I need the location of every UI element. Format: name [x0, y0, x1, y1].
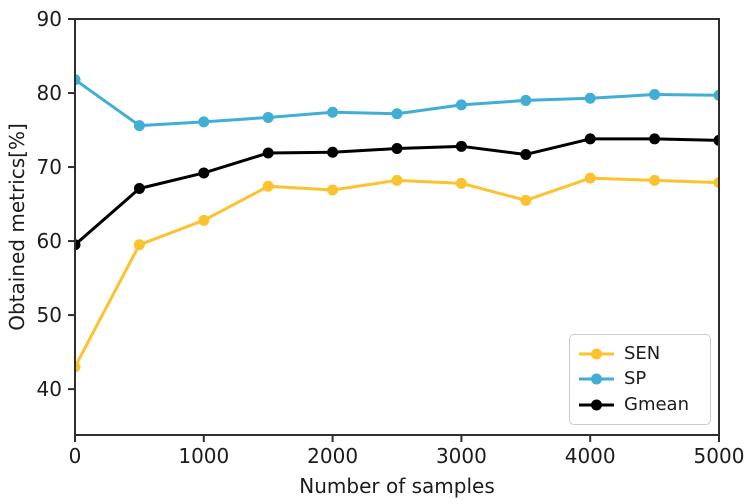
data-point-gmean — [649, 133, 661, 145]
y-tick-label: 80 — [37, 81, 62, 105]
data-point-sen — [75, 361, 81, 373]
data-point-sp — [327, 106, 339, 118]
data-point-sp — [198, 116, 210, 128]
x-axis-title: Number of samples — [299, 474, 495, 498]
data-point-sen — [584, 172, 596, 184]
data-point-gmean — [455, 140, 467, 152]
sp-line-marker-icon — [579, 373, 614, 385]
x-tick-label: 2000 — [307, 444, 358, 468]
gmean-line-marker-icon — [579, 399, 614, 411]
data-point-gmean — [198, 167, 210, 179]
data-point-sen — [649, 174, 661, 186]
data-point-gmean — [520, 148, 532, 160]
data-point-sen — [198, 214, 210, 226]
x-tick-label: 5000 — [694, 444, 745, 468]
series-line-gmean — [75, 137, 719, 246]
data-point-sp — [262, 111, 274, 123]
axes-frame — [74, 18, 720, 436]
data-point-sp — [584, 92, 596, 104]
sen-line-marker-icon — [579, 348, 614, 360]
data-point-sp — [713, 89, 719, 101]
legend-item-gmean: Gmean — [578, 393, 702, 418]
data-point-sp — [520, 94, 532, 106]
y-tick-label: 40 — [37, 377, 62, 401]
data-point-gmean — [391, 143, 403, 155]
y-tick-label: 60 — [37, 229, 62, 253]
x-tick-label: 1000 — [178, 444, 229, 468]
data-point-gmean — [262, 147, 274, 159]
data-point-gmean — [133, 183, 145, 195]
x-tick-label: 4000 — [565, 444, 616, 468]
data-point-sen — [455, 177, 467, 189]
data-point-sp — [133, 120, 145, 132]
data-point-sen — [262, 180, 274, 192]
data-point-sen — [520, 194, 532, 206]
data-point-sen — [327, 184, 339, 196]
data-point-sen — [713, 177, 719, 189]
legend: SEN SP Gmean — [569, 334, 711, 425]
legend-label-sp: SP — [624, 368, 647, 390]
y-tick-label: 70 — [37, 155, 62, 179]
data-point-sp — [649, 89, 661, 101]
legend-item-sp: SP — [578, 367, 702, 392]
legend-label-sen: SEN — [624, 342, 661, 364]
data-point-gmean — [327, 146, 339, 158]
data-point-sp — [75, 74, 81, 86]
data-point-sen — [391, 174, 403, 186]
x-tick-label: 0 — [69, 444, 82, 468]
legend-item-sen: SEN — [578, 341, 702, 366]
data-point-gmean — [584, 133, 596, 145]
data-point-sp — [455, 99, 467, 111]
data-point-gmean — [713, 134, 719, 146]
data-point-gmean — [75, 239, 81, 251]
legend-label-gmean: Gmean — [624, 394, 689, 416]
x-tick-label: 3000 — [436, 444, 487, 468]
y-tick-label: 90 — [37, 7, 62, 31]
y-axis-title: Obtained metrics[%] — [5, 123, 29, 331]
data-point-sen — [133, 239, 145, 251]
data-point-sp — [391, 108, 403, 120]
y-tick-label: 50 — [37, 303, 62, 327]
